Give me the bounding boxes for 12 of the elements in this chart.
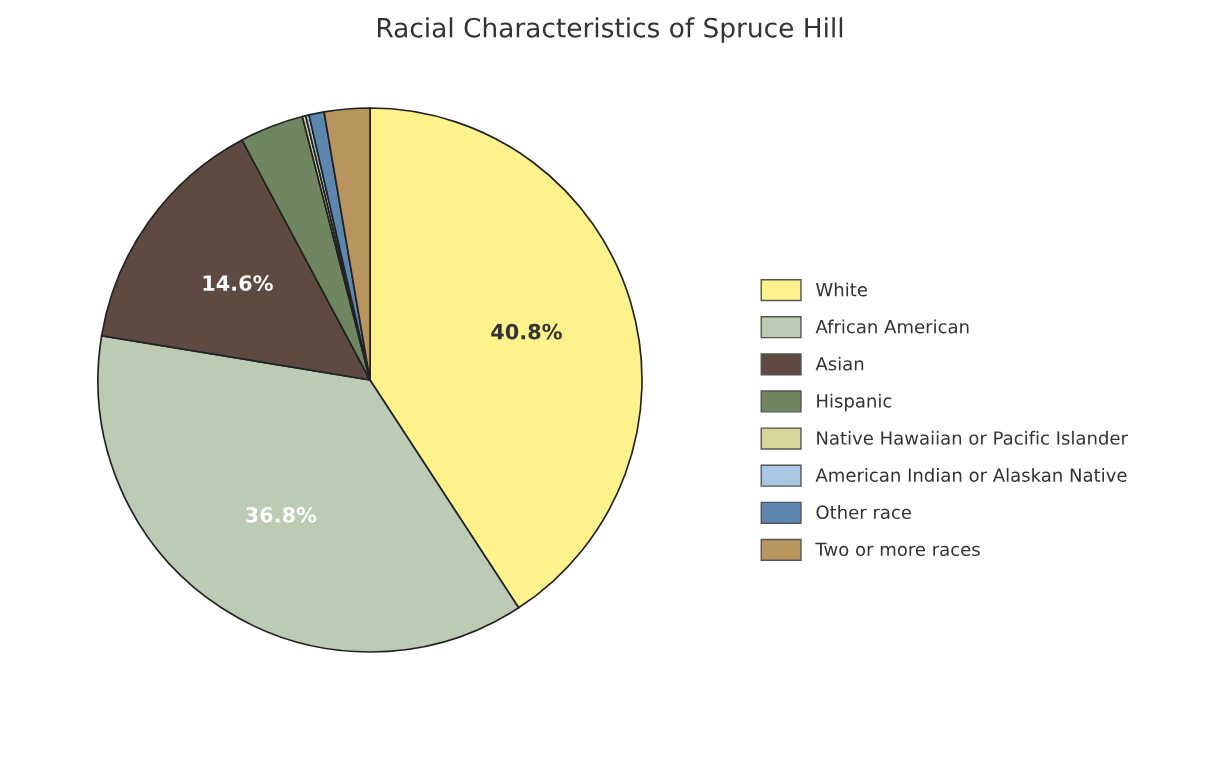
data-label: 14.6% — [203, 275, 273, 291]
data-label: 36.8% — [246, 506, 317, 523]
chart-title: Racial Characteristics of Spruce Hill — [377, 17, 843, 43]
legend-label: Other race — [816, 505, 911, 520]
data-label: 40.8% — [491, 323, 562, 340]
legend-label: American Indian or Alaskan Native — [815, 467, 1127, 482]
legend-label: Asian — [815, 356, 864, 371]
legend-label: Native Hawaiian or Pacific Islander — [817, 430, 1128, 445]
legend-label: African American — [815, 319, 969, 334]
legend-label: Two or more races — [815, 542, 980, 557]
legend-label: White — [816, 282, 867, 297]
legend-label: Hispanic — [817, 393, 892, 412]
